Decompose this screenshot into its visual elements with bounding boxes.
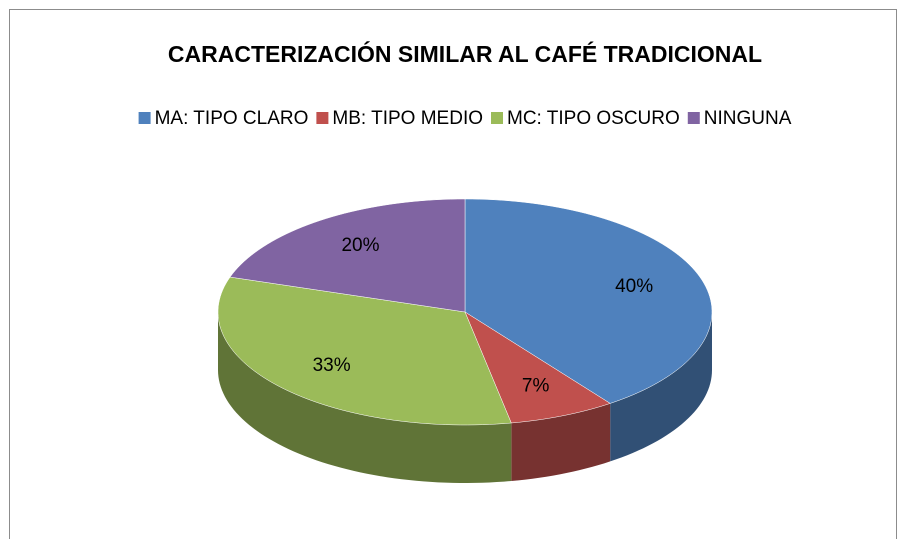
legend: MA: TIPO CLARO MB: TIPO MEDIO MC: TIPO OSC… — [138, 108, 792, 129]
value-labels: 40% 7% 33% 20% — [313, 235, 654, 396]
pie-slice — [229, 198, 466, 313]
pie-side — [511, 403, 611, 481]
pie-slice — [464, 311, 611, 424]
pie-slice — [464, 198, 713, 404]
data-label: 40% — [615, 276, 653, 297]
pie-side — [610, 312, 712, 462]
legend-swatch — [138, 112, 151, 124]
legend-swatch — [687, 112, 700, 124]
pie-slice — [217, 276, 512, 426]
data-label: 33% — [313, 355, 351, 376]
legend-label: MB: TIPO MEDIO — [332, 108, 483, 129]
legend-label: MC: TIPO OSCURO — [507, 108, 680, 129]
chart-title: CARACTERIZACIÓN SIMILAR AL CAFÉ TRADICIO… — [168, 40, 762, 67]
legend-label: NINGUNA — [704, 108, 792, 129]
legend-swatch — [316, 112, 329, 124]
pie-sides — [218, 312, 712, 483]
legend-swatch — [491, 112, 503, 124]
pie-side — [218, 312, 512, 483]
legend-label: MA: TIPO CLARO — [155, 108, 309, 129]
data-label: 7% — [522, 376, 550, 397]
pie-tops — [217, 198, 713, 426]
data-label: 20% — [341, 235, 379, 256]
